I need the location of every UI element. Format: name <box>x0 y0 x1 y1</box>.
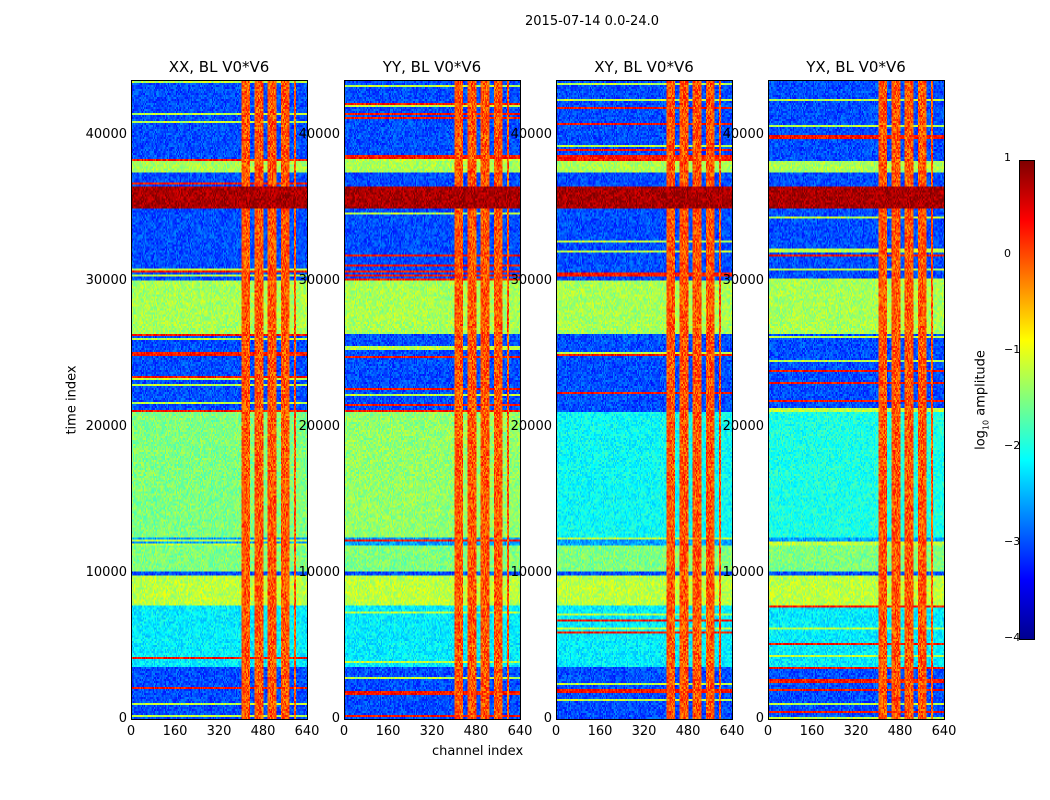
x-tick-label: 480 <box>887 724 913 739</box>
y-tick-label: 0 <box>755 711 764 726</box>
y-tick-label: 0 <box>118 711 127 726</box>
panel-title: XX, BL V0*V6 <box>168 58 270 76</box>
y-tick-label: 10000 <box>85 565 127 580</box>
x-tick-label: 0 <box>126 724 136 739</box>
x-tick-label: 160 <box>587 724 613 739</box>
y-tick-label: 30000 <box>510 273 552 288</box>
heatmap-panel <box>344 80 521 720</box>
colorbar-tick-label: −2 <box>1004 439 1021 452</box>
x-tick-label: 0 <box>763 724 773 739</box>
x-tick-label: 480 <box>250 724 276 739</box>
x-tick-label: 320 <box>631 724 657 739</box>
y-tick-label: 30000 <box>298 273 340 288</box>
colorbar-tick-label: −1 <box>1004 343 1021 356</box>
x-tick-label: 160 <box>375 724 401 739</box>
colorbar-tick-label: −4 <box>1004 631 1021 644</box>
heatmap-image <box>769 81 944 719</box>
y-tick-label: 40000 <box>85 127 127 142</box>
panel-title: XY, BL V0*V6 <box>594 58 694 76</box>
y-tick-label: 20000 <box>85 419 127 434</box>
x-tick-label: 160 <box>799 724 825 739</box>
x-tick-label: 320 <box>419 724 445 739</box>
colorbar <box>1019 160 1035 640</box>
x-tick-label: 640 <box>719 724 745 739</box>
x-tick-label: 320 <box>206 724 232 739</box>
y-tick-label: 20000 <box>298 419 340 434</box>
colorbar-tick-label: 1 <box>1004 151 1011 164</box>
panel-title: YY, BL V0*V6 <box>382 58 482 76</box>
y-tick-label: 10000 <box>722 565 764 580</box>
heatmap-panel <box>131 80 308 720</box>
y-tick-label: 30000 <box>85 273 127 288</box>
x-tick-label: 160 <box>162 724 188 739</box>
y-tick-label: 0 <box>543 711 552 726</box>
y-tick-label: 20000 <box>510 419 552 434</box>
panel-title: YX, BL V0*V6 <box>806 58 906 76</box>
x-tick-label: 0 <box>339 724 349 739</box>
x-tick-label: 640 <box>294 724 320 739</box>
x-tick-label: 640 <box>507 724 533 739</box>
y-tick-label: 0 <box>331 711 340 726</box>
heatmap-image <box>345 81 520 719</box>
x-tick-label: 480 <box>463 724 489 739</box>
heatmap-image <box>557 81 732 719</box>
heatmap-panel <box>768 80 945 720</box>
y-tick-label: 40000 <box>510 127 552 142</box>
x-tick-label: 480 <box>675 724 701 739</box>
y-tick-label: 40000 <box>298 127 340 142</box>
colorbar-label: log10 amplitude <box>973 350 991 450</box>
y-tick-label: 10000 <box>510 565 552 580</box>
y-tick-label: 30000 <box>722 273 764 288</box>
heatmap-panel <box>556 80 733 720</box>
figure-suptitle: 2015-07-14 0.0-24.0 <box>525 14 659 29</box>
x-tick-label: 320 <box>843 724 869 739</box>
y-tick-label: 10000 <box>298 565 340 580</box>
x-tick-label: 0 <box>551 724 561 739</box>
colorbar-tick-label: 0 <box>1004 247 1011 260</box>
y-tick-label: 40000 <box>722 127 764 142</box>
x-axis-label: channel index <box>432 744 524 759</box>
colorbar-tick-label: −3 <box>1004 535 1021 548</box>
y-tick-label: 20000 <box>722 419 764 434</box>
heatmap-image <box>132 81 307 719</box>
x-tick-label: 640 <box>931 724 957 739</box>
